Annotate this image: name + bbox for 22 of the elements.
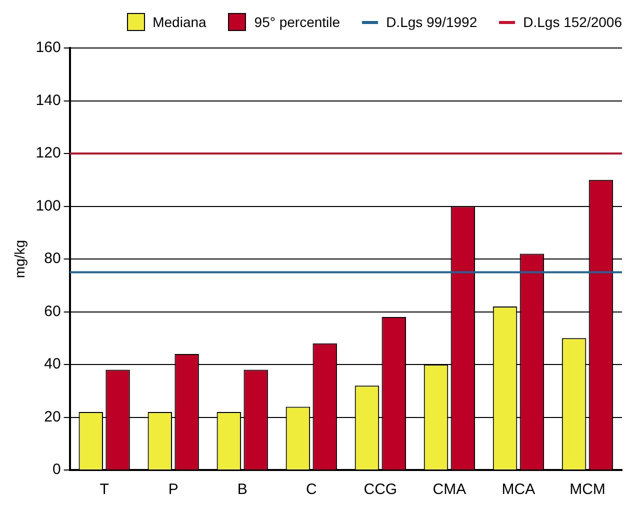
y-tick-label: 40 (44, 356, 61, 373)
y-tick-label: 80 (44, 250, 61, 268)
y-tick-label: 60 (44, 302, 61, 320)
legend-label: D.Lgs 99/1992 (386, 14, 478, 30)
legend-label: 95° percentile (254, 14, 340, 30)
legend-label: Mediana (152, 14, 206, 30)
y-tick-label: 140 (36, 92, 61, 109)
x-tick-label: T (100, 481, 109, 498)
x-tick-label: B (237, 481, 248, 498)
legend-label: D.Lgs 152/2006 (523, 14, 622, 30)
y-axis-title: mg/kg (11, 240, 28, 278)
x-tick-label: MCM (570, 481, 606, 498)
y-tick-label: 120 (36, 144, 61, 162)
x-tick-label: CMA (432, 481, 466, 498)
y-tick-label: 160 (36, 39, 61, 56)
x-tick-label: P (168, 481, 178, 498)
x-tick-label: CCG (364, 481, 398, 498)
y-tick-label: 20 (44, 408, 61, 426)
x-tick-label: MCA (502, 481, 536, 498)
y-tick-label: 0 (52, 461, 61, 478)
y-tick-label: 100 (36, 197, 61, 214)
x-tick-label: C (306, 481, 317, 498)
